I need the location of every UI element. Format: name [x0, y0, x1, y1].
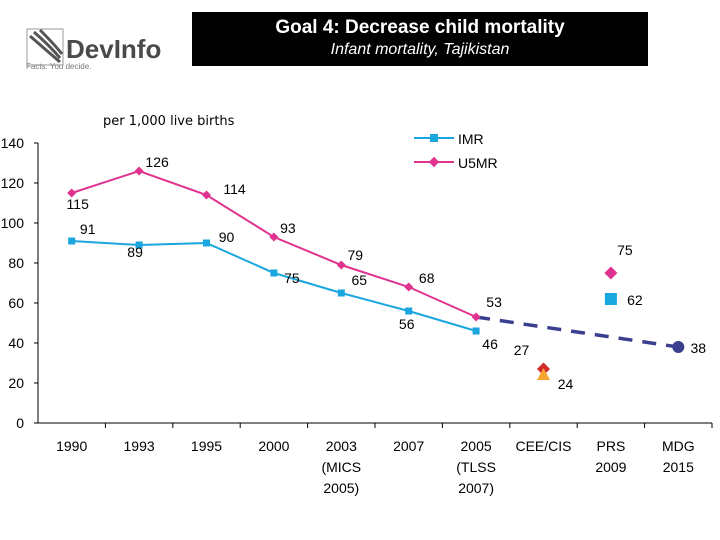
data-point-u5mr [269, 232, 279, 242]
x-tick-label: 2003 (MICS 2005) [321, 438, 361, 496]
y-tick-label: 140 [1, 135, 25, 151]
extra-point-label: 62 [627, 292, 643, 308]
data-point-imr [337, 289, 345, 297]
data-label-imr: 75 [284, 270, 300, 286]
data-point-imr [135, 241, 143, 249]
x-tick-label: 2000 [258, 438, 289, 454]
y-tick-label: 100 [1, 215, 25, 231]
logo-name: DevInfo [66, 34, 162, 64]
x-tick-label: 2007 [393, 438, 424, 454]
data-point-imr [270, 269, 278, 277]
extra-point [672, 341, 685, 353]
data-point-u5mr [67, 188, 77, 198]
data-label-u5mr: 79 [348, 247, 364, 263]
x-tick-label: 1995 [191, 438, 222, 454]
data-point-imr [472, 327, 480, 335]
data-point-u5mr [471, 312, 481, 322]
data-point-u5mr [404, 282, 414, 292]
chart-subtitle: Infant mortality, Tajikistan [330, 41, 510, 58]
x-tick-label: 1993 [124, 438, 155, 454]
y-tick-label: 20 [8, 375, 24, 391]
extra-point-label: 38 [691, 340, 707, 356]
extra-point-label: 75 [617, 242, 633, 258]
data-label-u5mr: 93 [280, 220, 296, 236]
data-label-imr: 91 [80, 221, 96, 237]
x-tick-label: CEE/CIS [515, 438, 571, 454]
x-tick-label: PRS 2009 [595, 438, 626, 475]
legend-label-u5mr: U5MR [458, 155, 498, 171]
y-tick-label: 40 [8, 335, 24, 351]
data-label-imr: 89 [127, 244, 143, 260]
data-point-u5mr [134, 166, 144, 176]
data-point-imr [203, 239, 210, 247]
extra-point [604, 293, 617, 305]
data-label-u5mr: 115 [67, 196, 90, 212]
extra-point-label: 24 [558, 376, 574, 392]
devinfo-logo: DevInfo Facts. You decide. [26, 22, 171, 74]
title-banner: Goal 4: Decrease child mortality Infant … [192, 12, 648, 66]
data-point-u5mr [201, 190, 212, 200]
data-label-imr: 46 [482, 336, 498, 352]
data-label-u5mr: 114 [223, 181, 246, 197]
y-tick-label: 120 [1, 175, 25, 191]
data-label-u5mr: 126 [145, 154, 169, 170]
y-tick-label: 80 [8, 255, 24, 271]
x-tick-label: 1990 [56, 438, 87, 454]
mdg-target-line [475, 315, 679, 349]
y-tick-label: 60 [8, 295, 24, 311]
x-tick-label: MDG 2015 [662, 438, 695, 475]
chart-title: Goal 4: Decrease child mortality [275, 17, 565, 38]
y-axis-label: per 1,000 live births [103, 114, 235, 129]
data-point-imr [405, 307, 413, 315]
logo-tagline: Facts. You decide. [26, 62, 92, 71]
data-label-imr: 65 [352, 272, 368, 288]
extra-point-label: 27 [514, 342, 530, 358]
logo-leaf-icon [26, 28, 64, 66]
y-tick-label: 0 [16, 415, 24, 431]
data-point-u5mr [336, 260, 346, 270]
legend-label-imr: IMR [458, 131, 484, 147]
data-point-imr [68, 237, 76, 245]
x-tick-label: 2005 (TLSS 2007) [456, 438, 496, 496]
legend-marker-imr [430, 134, 438, 142]
data-label-u5mr: 53 [486, 294, 502, 310]
extra-point [537, 368, 550, 380]
data-label-imr: 90 [219, 229, 235, 245]
extra-point [604, 266, 618, 280]
data-label-imr: 56 [399, 316, 415, 332]
data-label-u5mr: 68 [419, 270, 435, 286]
legend-marker-u5mr [428, 156, 440, 168]
